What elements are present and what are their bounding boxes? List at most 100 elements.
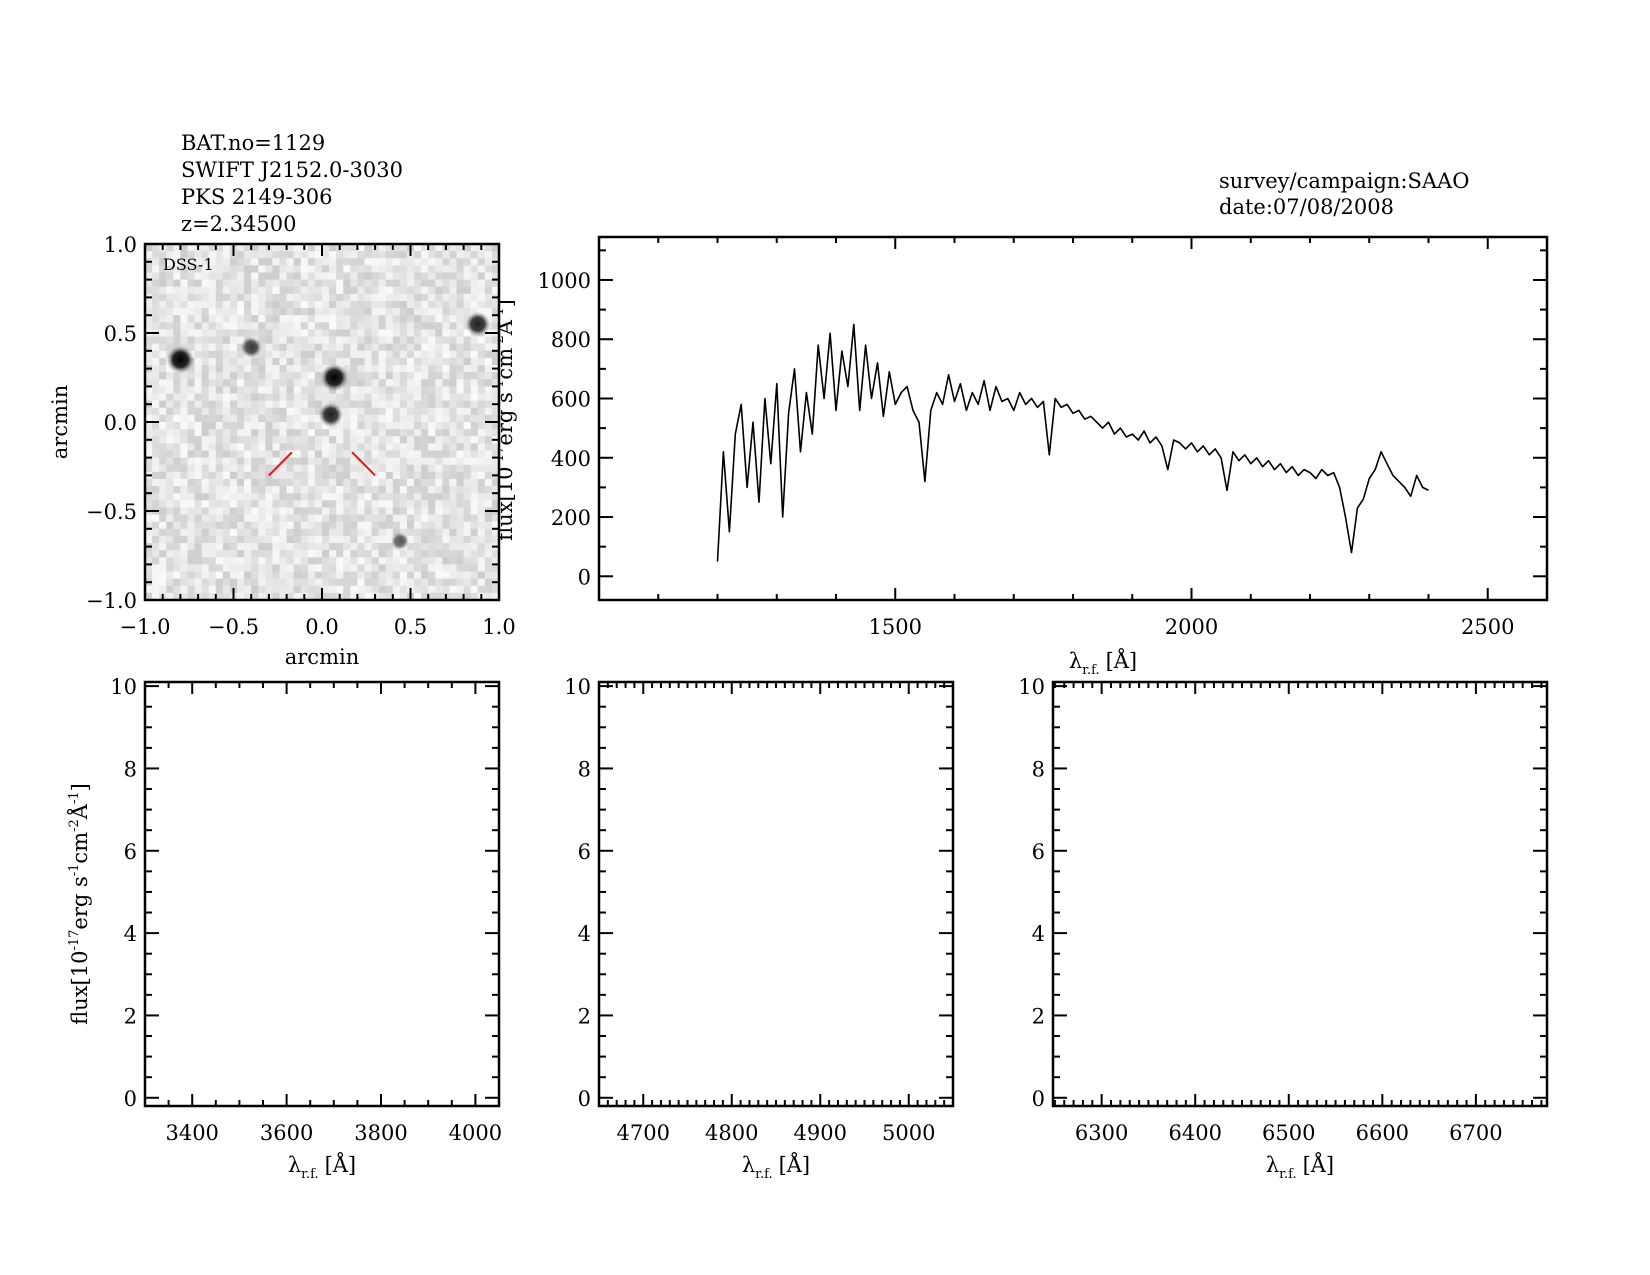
sky-pixel <box>470 400 479 409</box>
sky-pixel <box>166 550 174 558</box>
sky-pixel <box>406 265 415 273</box>
sky-pixel <box>187 592 195 601</box>
sky-pixel <box>371 308 379 316</box>
sky-pixel <box>414 429 422 437</box>
sky-pixel <box>237 400 245 409</box>
sky-pixel <box>166 471 174 480</box>
sky-pixel <box>229 272 238 280</box>
sky-pixel <box>272 422 280 430</box>
sky-pixel <box>378 514 387 522</box>
sky-pixel <box>371 571 379 579</box>
sky-pixel <box>322 265 330 273</box>
sky-pixel <box>477 550 486 558</box>
sky-pixel <box>187 478 195 487</box>
sky-pixel <box>293 300 302 309</box>
sky-pixel <box>194 279 202 288</box>
sky-pixel <box>364 293 372 302</box>
sky-pixel <box>251 578 259 587</box>
sky-pixel <box>378 557 387 565</box>
sky-pixel <box>392 571 401 579</box>
sky-pixel <box>364 478 372 487</box>
sky-pixel <box>166 322 174 330</box>
sky-pixel <box>322 486 330 494</box>
sky-pixel <box>229 478 238 487</box>
sky-pixel <box>385 500 394 508</box>
sky-pixel <box>145 493 153 501</box>
sky-pixel <box>357 357 365 366</box>
sky-pixel <box>229 571 238 579</box>
sky-pixel <box>357 507 365 515</box>
sky-pixel <box>187 258 195 266</box>
sky-pixel <box>322 521 330 530</box>
sky-pixel <box>265 443 273 451</box>
sky-pixel <box>159 372 167 380</box>
sky-pixel <box>194 393 202 401</box>
sky-pixel <box>201 386 210 394</box>
sky-pixel <box>456 571 464 579</box>
sky-pixel <box>166 343 174 352</box>
sky-pixel <box>300 350 309 359</box>
sky-pixel <box>406 543 415 551</box>
sky-pixel <box>279 429 287 437</box>
sky-pixel <box>152 293 160 302</box>
sky-pixel <box>456 393 464 401</box>
sky-pixel <box>194 365 202 373</box>
sky-pixel <box>258 400 266 409</box>
sky-pixel <box>180 336 188 344</box>
sky-pixel <box>343 471 351 480</box>
sky-pixel <box>392 279 401 288</box>
sky-pixel <box>371 372 379 380</box>
sky-pixel <box>322 571 330 579</box>
sky-pixel <box>265 414 273 423</box>
sky-pixel <box>187 521 195 530</box>
x-tick-label: 3400 <box>165 1121 218 1145</box>
sky-pixel <box>272 265 280 273</box>
sky-pixel <box>371 493 379 501</box>
sky-pixel <box>414 471 422 480</box>
sky-pixel <box>180 407 188 416</box>
sky-pixel <box>477 386 486 394</box>
sky-pixel <box>201 279 210 288</box>
sky-pixel <box>456 578 464 587</box>
sky-pixel <box>357 329 365 337</box>
sky-pixel <box>449 507 457 515</box>
sky-pixel <box>421 350 429 359</box>
sky-pixel <box>173 279 181 288</box>
sky-pixel <box>371 521 379 530</box>
sky-pixel <box>173 379 181 387</box>
sky-pixel <box>272 429 280 437</box>
sky-pixel <box>166 464 174 473</box>
sky-pixel <box>201 372 210 380</box>
sky-pixel <box>449 500 457 508</box>
sky-pixel <box>357 279 365 288</box>
sky-pixel <box>194 450 202 458</box>
sky-pixel <box>435 436 443 444</box>
sky-pixel <box>293 514 302 522</box>
sky-pixel <box>258 592 266 601</box>
sky-pixel <box>421 564 429 572</box>
x-axis-label: arcmin <box>285 645 359 669</box>
sky-pixel <box>364 443 372 451</box>
sky-pixel <box>215 429 224 437</box>
sky-pixel <box>258 350 266 359</box>
sky-pixel <box>180 422 188 430</box>
ylabel-superscript: -1 <box>67 864 82 877</box>
sky-pixel <box>300 443 309 451</box>
sky-pixel <box>456 528 464 537</box>
sky-pixel <box>456 315 464 323</box>
sky-pixel <box>357 443 365 451</box>
sky-pixel <box>194 350 202 359</box>
sky-pixel <box>449 578 457 587</box>
sky-pixel <box>435 471 443 480</box>
sky-pixel <box>279 343 287 352</box>
sky-pixel <box>336 357 344 366</box>
sky-pixel <box>343 357 351 366</box>
sky-pixel <box>484 464 493 473</box>
sky-pixel <box>314 507 323 515</box>
sky-pixel <box>187 386 195 394</box>
y-tick-label: 6 <box>578 840 591 864</box>
sky-pixel <box>187 407 195 416</box>
sky-pixel <box>442 500 450 508</box>
sky-pixel <box>222 329 231 337</box>
x-tick-label: 4000 <box>449 1121 502 1145</box>
